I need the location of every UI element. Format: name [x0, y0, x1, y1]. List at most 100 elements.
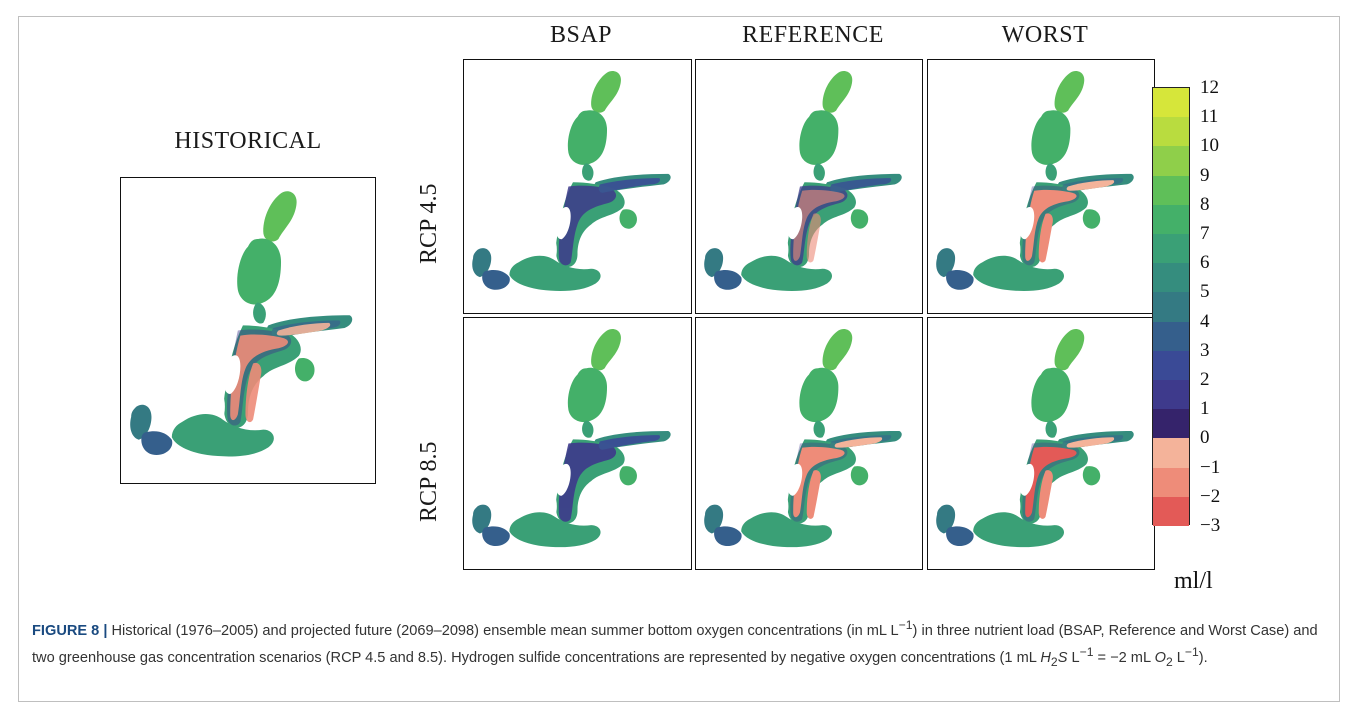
anoxic-zone — [834, 437, 883, 448]
caption-sup: −1 — [1184, 644, 1199, 659]
map-panel-rcp45-bsap — [463, 59, 692, 314]
map-region — [741, 255, 833, 291]
map-region — [237, 238, 282, 305]
map-region — [567, 367, 608, 423]
map-region — [472, 504, 492, 534]
map-region — [704, 504, 724, 534]
map-panel-rcp45-reference — [695, 59, 923, 314]
colorbar-tick-label: 8 — [1200, 193, 1210, 215]
island-gotland — [787, 463, 803, 496]
hypoxic-zone — [830, 178, 892, 193]
colorbar-segment — [1153, 496, 1189, 527]
map-region — [799, 110, 839, 165]
colorbar-segment — [1153, 292, 1189, 323]
caption-text: Historical (1976–2005) and projected fut… — [107, 622, 899, 639]
map-region — [582, 163, 594, 181]
island-oland — [784, 241, 789, 259]
map-region — [130, 404, 152, 440]
colorbar-tick-label: 7 — [1200, 223, 1210, 244]
island-oland — [220, 396, 225, 417]
colorbar-segment — [1153, 263, 1189, 293]
map-region — [850, 466, 869, 486]
anoxic-zone — [1025, 189, 1077, 261]
column-label-bsap: BSAP — [549, 22, 613, 48]
colorbar-tick-label: 11 — [1200, 106, 1219, 128]
caption-sup: −1 — [1079, 644, 1094, 659]
island-oland — [1016, 241, 1021, 259]
hypoxic-zone — [598, 178, 661, 193]
colorbar-unit: ml/l — [1174, 568, 1213, 594]
map-region — [946, 526, 974, 546]
anoxic-layer — [230, 322, 331, 423]
map-region — [799, 367, 839, 423]
anoxic-zone — [1066, 437, 1115, 448]
map-panel-rcp85-bsap — [463, 317, 692, 570]
baltic-map — [704, 71, 902, 291]
figure-caption: FIGURE 8 | Historical (1976–2005) and pr… — [32, 615, 1332, 673]
island-gotland — [224, 355, 241, 395]
anoxic-zone — [806, 470, 821, 519]
anoxic-zone — [793, 189, 845, 261]
map-region — [591, 71, 621, 113]
map-region — [936, 504, 956, 534]
map-region — [936, 248, 956, 278]
island-oland — [1016, 497, 1021, 515]
map-region — [619, 209, 637, 229]
island-gotland — [1019, 463, 1035, 496]
map-panel-rcp85-reference — [695, 317, 923, 570]
anoxic-zone — [245, 362, 262, 423]
colorbar-tick-label: 9 — [1200, 164, 1210, 186]
anoxic-zone — [1038, 213, 1053, 263]
map-region — [946, 270, 974, 290]
map-region — [1031, 367, 1071, 423]
caption-text: L — [1067, 649, 1080, 666]
island-gotland — [556, 207, 571, 240]
map-region — [822, 71, 853, 113]
map-region — [1045, 420, 1057, 438]
colorbar-tick-label: 12 — [1200, 77, 1219, 98]
map-region — [509, 512, 601, 548]
colorbar-tick-label: −3 — [1200, 515, 1221, 536]
colorbar-segment — [1153, 117, 1189, 147]
anoxic-zone — [1025, 446, 1077, 518]
caption-text: ). — [1198, 649, 1208, 666]
map-region — [472, 248, 492, 278]
baltic-map — [704, 328, 902, 548]
map-region — [253, 302, 266, 324]
map-region — [1082, 209, 1101, 229]
caption-formula: H — [1040, 649, 1051, 666]
row-label-rcp45: RCP 4.5 — [416, 183, 442, 264]
colorbar-tick-label: 6 — [1200, 252, 1210, 274]
anoxic-zone — [1038, 470, 1053, 519]
colorbar-segment — [1153, 467, 1189, 498]
caption-sup: −1 — [898, 618, 913, 632]
island-oland — [784, 497, 789, 515]
colorbar-segment — [1153, 234, 1189, 264]
caption-text: ) in three nutrient load (BSAP, Referenc… — [32, 622, 1318, 666]
map-panel-rcp45-worst — [927, 59, 1155, 314]
anoxic-zone — [806, 213, 821, 263]
map-region — [263, 191, 297, 242]
colorbar-segment — [1153, 438, 1189, 469]
caption-text: L — [1172, 649, 1185, 666]
map-region — [714, 526, 742, 546]
colorbar — [1152, 87, 1190, 527]
baltic-map — [130, 191, 353, 457]
colorbar-segment — [1153, 350, 1189, 381]
baltic-map — [936, 328, 1134, 548]
caption-sub: 2 — [1165, 654, 1173, 669]
colorbar-tick-label: 3 — [1200, 339, 1210, 361]
map-region — [294, 357, 315, 382]
colorbar-tick-label: 10 — [1200, 135, 1219, 157]
baltic-map — [936, 71, 1134, 291]
baltic-map — [472, 328, 671, 548]
anoxic-layer — [793, 437, 883, 519]
hypoxic-layer — [558, 178, 661, 266]
map-region — [141, 431, 173, 456]
column-label-reference: REFERENCE — [742, 22, 884, 48]
anoxic-zone — [276, 322, 331, 336]
island-oland — [552, 241, 557, 259]
anoxic-zone — [1066, 180, 1115, 191]
colorbar-tick-label: −1 — [1200, 456, 1221, 478]
figure-frame — [18, 16, 1340, 702]
